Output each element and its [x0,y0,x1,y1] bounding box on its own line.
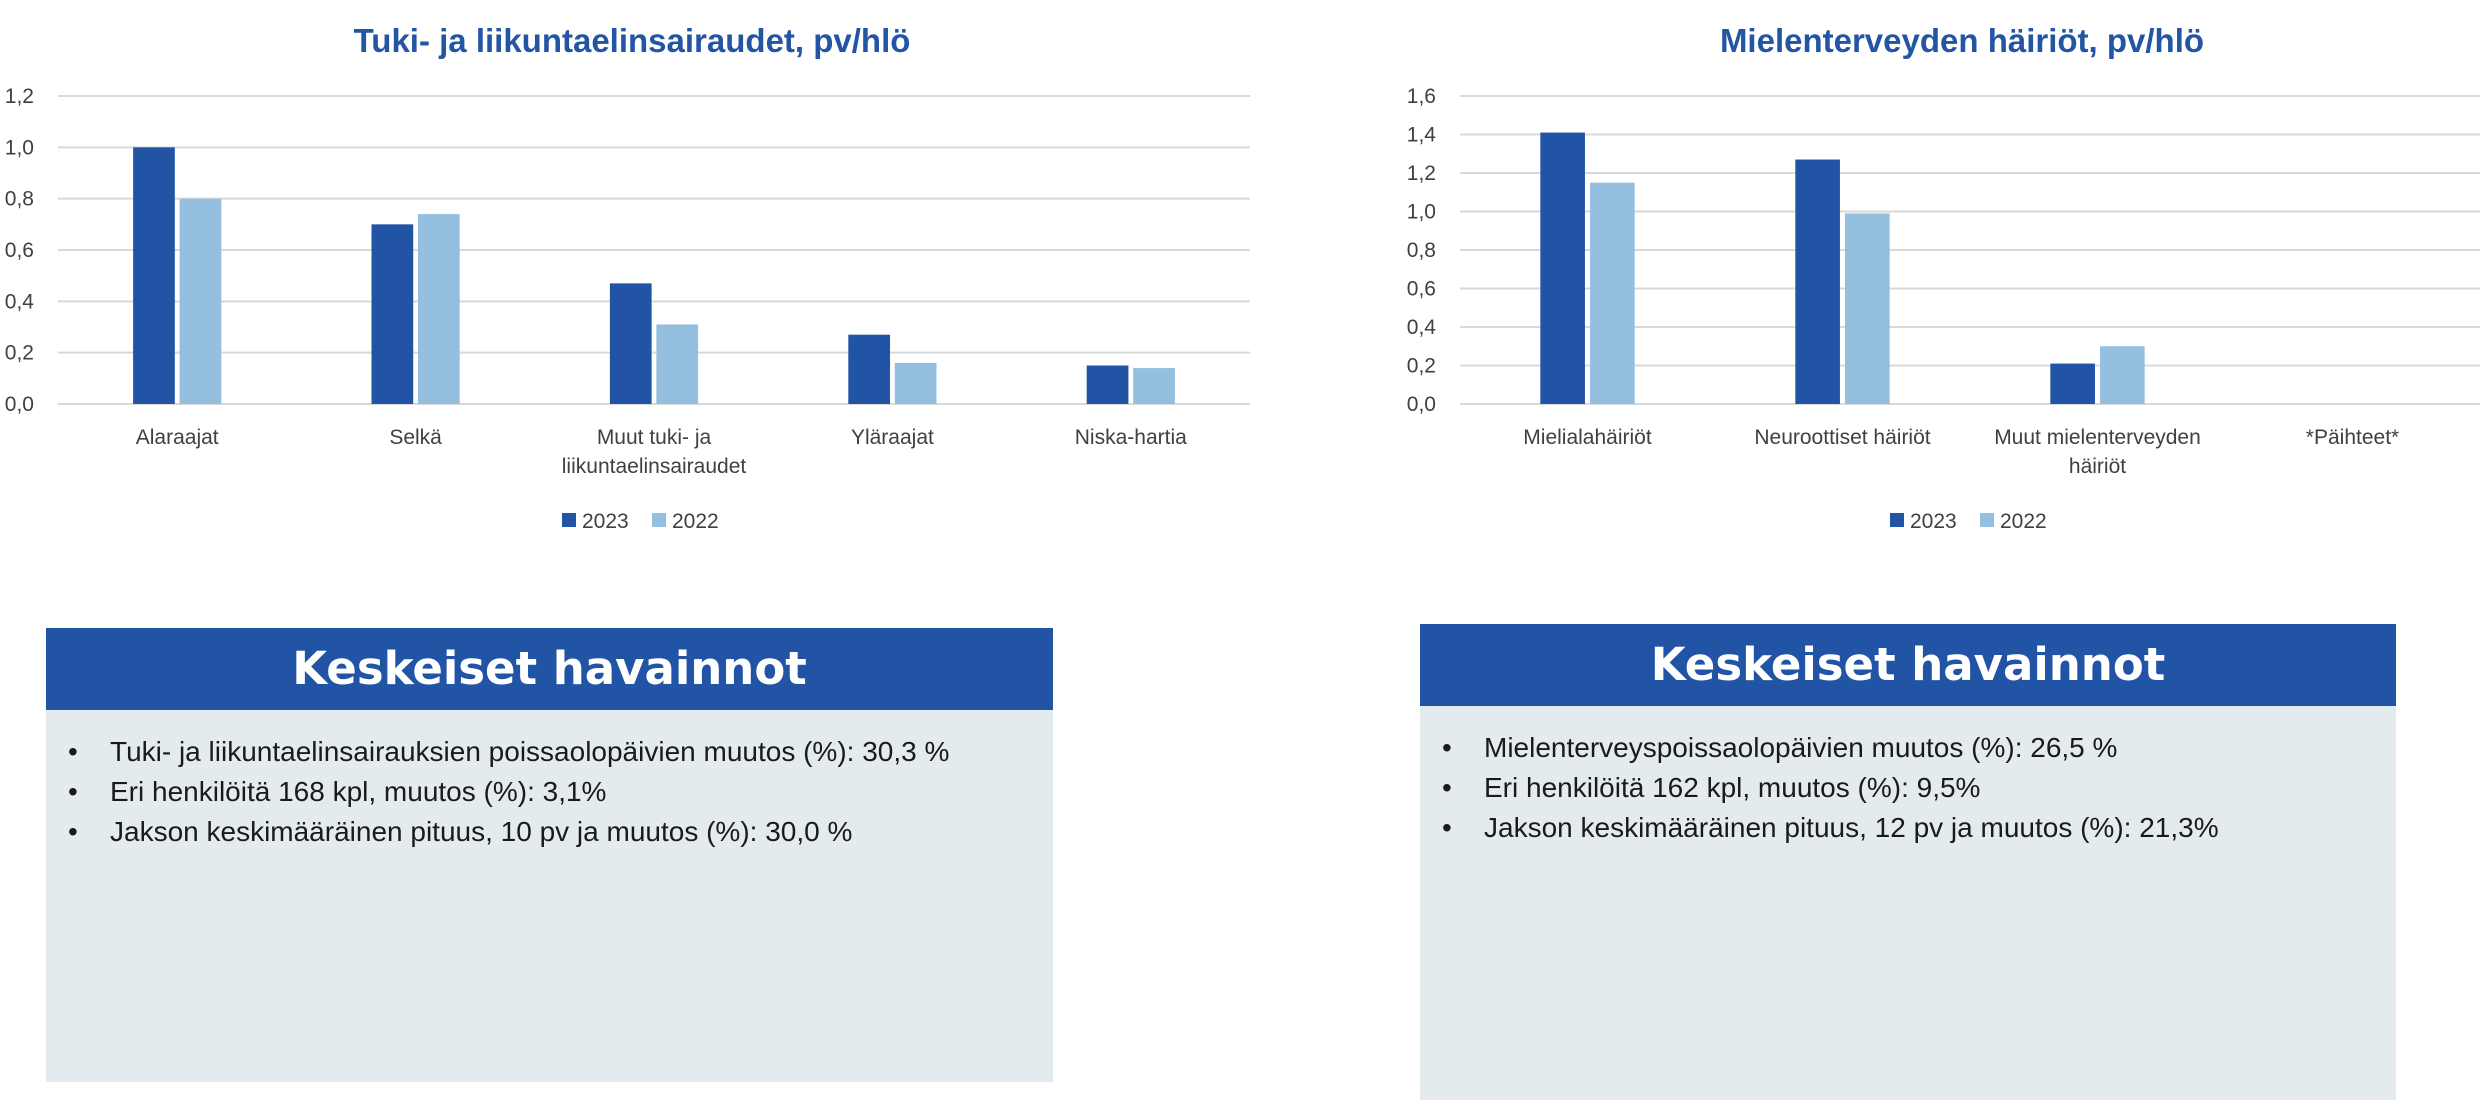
chart-title: Tuki- ja liikuntaelinsairaudet, pv/hlö [354,22,911,59]
charts-canvas: Tuki- ja liikuntaelinsairaudet, pv/hlö 0,… [5,22,2480,533]
bullet-icon: • [1442,812,1452,843]
x-category-label: *Päihteet* [2306,426,2399,449]
y-tick-label: 0,2 [1407,355,1436,378]
x-category-label: Yläraajat [851,426,934,449]
bar-2022 [1133,368,1175,404]
observation-item: • Mielenterveyspoissaolopäivien muutos (%… [1442,728,2396,768]
y-tick-label: 1,0 [5,136,34,159]
bar-2023 [2050,363,2095,404]
bar-2022 [2100,346,2145,404]
observation-item: • Eri henkilöitä 162 kpl, muutos (%): 9,5… [1442,768,2396,808]
observation-item: • Tuki- ja liikuntaelinsairauksien poissa… [68,732,1053,772]
legend-label: 2023 [582,510,629,533]
bar-2022 [179,198,222,404]
bullet-icon: • [68,776,78,807]
bar-2022 [656,324,699,404]
y-tick-label: 0,4 [5,290,35,313]
bar-2023 [133,147,175,405]
y-tick-label: 0,0 [5,393,34,416]
y-tick-label: 1,0 [1407,201,1436,224]
bar-2023 [1795,159,1840,404]
y-tick-label: 0,4 [1407,316,1437,339]
bar-2022 [1845,213,1890,404]
bar-2023 [609,283,652,404]
legend-swatch [1980,513,1994,527]
bar-2022 [894,362,937,404]
bullet-icon: • [68,816,78,847]
observation-item: • Jakson keskimääräinen pituus, 10 pv ja … [68,812,1053,852]
bar-2022 [1590,182,1635,404]
observation-item: • Jakson keskimääräinen pituus, 12 pv ja … [1442,808,2396,848]
y-tick-label: 1,2 [1407,162,1436,185]
x-category-label: Muut tuki- ja [597,426,712,449]
legend-swatch [1890,513,1904,527]
bar-2022 [417,214,460,404]
bullet-icon: • [1442,772,1452,803]
y-tick-label: 1,2 [5,85,34,108]
legend-swatch [652,513,666,527]
x-category-label: liikuntaelinsairaudet [562,455,747,478]
observation-item: • Eri henkilöitä 168 kpl, muutos (%): 3,1… [68,772,1053,812]
legend-label: 2023 [1910,510,1957,533]
observations-panel-musculoskeletal: Keskeiset havainnot • Tuki- ja liikuntael… [46,628,1053,1082]
x-category-label: Muut mielenterveyden [1994,426,2201,449]
chart-title: Mielenterveyden häiriöt, pv/hlö [1720,22,2204,59]
x-category-label: Neuroottiset häiriöt [1754,426,1930,449]
y-tick-label: 0,6 [5,239,34,262]
x-category-label: Mielialahäiriöt [1523,426,1652,449]
bar-2023 [371,224,414,404]
y-tick-label: 0,8 [5,188,34,211]
y-tick-label: 0,8 [1407,239,1436,262]
x-category-label: häiriöt [2069,455,2126,478]
legend-label: 2022 [672,510,719,533]
x-category-label: Niska-hartia [1075,426,1187,449]
y-tick-label: 0,0 [1407,393,1436,416]
legend-label: 2022 [2000,510,2047,533]
bar-2023 [848,334,891,404]
observations-list: • Mielenterveyspoissaolopäivien muutos (%… [1420,706,2396,848]
x-category-label: Alaraajat [136,426,219,449]
legend-swatch [562,513,576,527]
observations-list: • Tuki- ja liikuntaelinsairauksien poissa… [46,710,1053,852]
bullet-icon: • [68,736,78,767]
y-tick-label: 1,6 [1407,85,1436,108]
bar-2023 [1086,365,1129,404]
y-tick-label: 0,6 [1407,278,1436,301]
observations-header: Keskeiset havainnot [1420,624,2396,706]
observations-panel-mental-health: Keskeiset havainnot • Mielenterveyspoissa… [1420,624,2396,1100]
x-category-label: Selkä [389,426,442,449]
y-tick-label: 1,4 [1407,124,1437,147]
bar-2023 [1540,132,1585,404]
observations-header: Keskeiset havainnot [46,628,1053,710]
bullet-icon: • [1442,732,1452,763]
y-tick-label: 0,2 [5,342,34,365]
